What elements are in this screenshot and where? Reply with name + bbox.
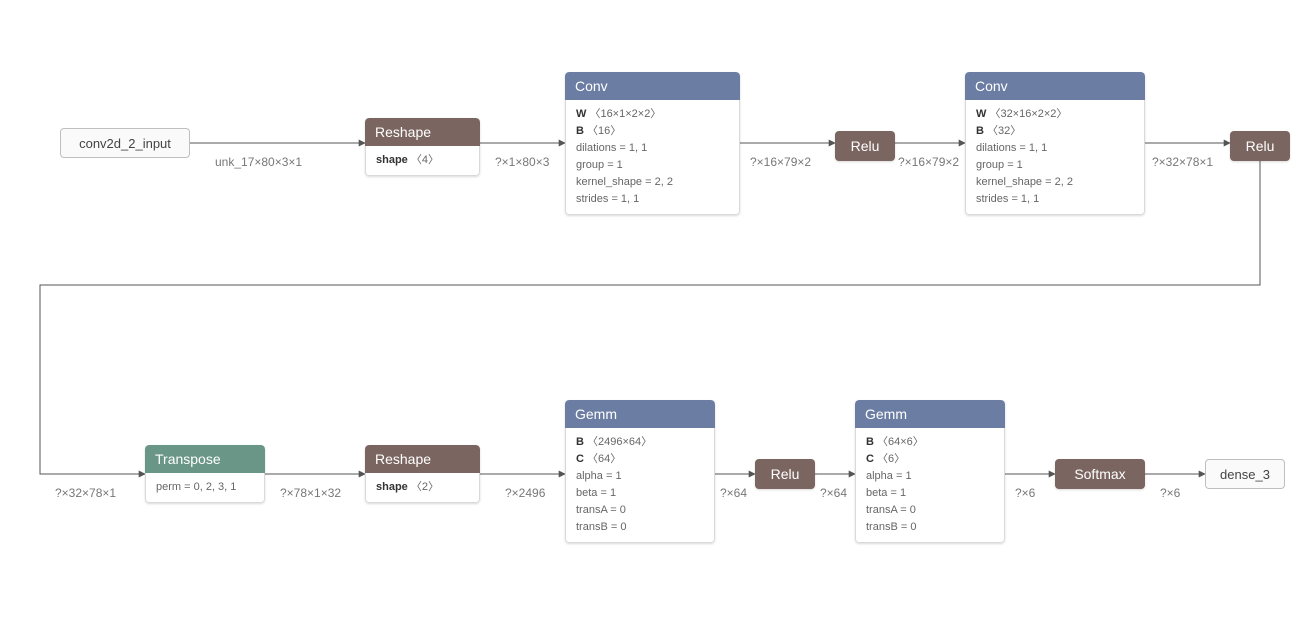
node-label: dense_3 [1220, 467, 1270, 482]
node-title: Reshape [365, 118, 480, 146]
node-body-line: W 〈32×16×2×2〉 [976, 106, 1134, 123]
node-body-line: B 〈64×6〉 [866, 434, 994, 451]
node-body-line: strides = 1, 1 [976, 191, 1134, 208]
node-title: Softmax [1074, 466, 1125, 482]
node-reshape2[interactable]: Reshape shape 〈2〉 [365, 445, 480, 503]
node-body-line: transB = 0 [866, 519, 994, 536]
node-body: W 〈16×1×2×2〉B 〈16〉dilations = 1, 1group … [565, 100, 740, 215]
node-title: Conv [965, 72, 1145, 100]
node-body-line: beta = 1 [866, 485, 994, 502]
edge-label-6: ?×78×1×32 [280, 486, 341, 500]
node-body-line: B 〈2496×64〉 [576, 434, 704, 451]
node-gemm2[interactable]: GemmB 〈64×6〉C 〈6〉alpha = 1beta = 1transA… [855, 400, 1005, 543]
node-body: shape 〈2〉 [365, 473, 480, 503]
node-body-line: transB = 0 [576, 519, 704, 536]
node-body: W 〈32×16×2×2〉B 〈32〉dilations = 1, 1group… [965, 100, 1145, 215]
node-body-line: alpha = 1 [576, 468, 704, 485]
node-title: Reshape [365, 445, 480, 473]
node-body-line: group = 1 [576, 157, 729, 174]
node-body: shape 〈4〉 [365, 146, 480, 176]
node-body-line: B 〈32〉 [976, 123, 1134, 140]
node-body-line: kernel_shape = 2, 2 [576, 174, 729, 191]
node-output[interactable]: dense_3 [1205, 459, 1285, 489]
edge-label-10: ?×6 [1015, 486, 1035, 500]
node-softmax[interactable]: Softmax [1055, 459, 1145, 489]
node-body-line: C 〈64〉 [576, 451, 704, 468]
edge-label-9: ?×64 [820, 486, 847, 500]
edge-label-3: ?×16×79×2 [898, 155, 959, 169]
edge-label-1: ?×1×80×3 [495, 155, 549, 169]
node-body-line: dilations = 1, 1 [576, 140, 729, 157]
node-body-line: shape 〈2〉 [376, 479, 469, 496]
node-relu3[interactable]: Relu [755, 459, 815, 489]
node-body: perm = 0, 2, 3, 1 [145, 473, 265, 503]
node-relu2[interactable]: Relu [1230, 131, 1290, 161]
edge-label-4: ?×32×78×1 [1152, 155, 1213, 169]
graph-canvas: conv2d_2_inputReshapeshape 〈4〉ConvW 〈16×… [0, 0, 1304, 626]
node-body-line: perm = 0, 2, 3, 1 [156, 479, 254, 496]
edge-label-7: ?×2496 [505, 486, 545, 500]
node-body-line: group = 1 [976, 157, 1134, 174]
node-body: B 〈2496×64〉C 〈64〉alpha = 1beta = 1transA… [565, 428, 715, 543]
node-body-line: B 〈16〉 [576, 123, 729, 140]
node-body-line: transA = 0 [576, 502, 704, 519]
node-title: Relu [1246, 138, 1275, 154]
node-body-line: dilations = 1, 1 [976, 140, 1134, 157]
node-body-line: strides = 1, 1 [576, 191, 729, 208]
edge-label-5: ?×32×78×1 [55, 486, 116, 500]
node-title: Gemm [565, 400, 715, 428]
edge-label-11: ?×6 [1160, 486, 1180, 500]
node-body: B 〈64×6〉C 〈6〉alpha = 1beta = 1transA = 0… [855, 428, 1005, 543]
node-title: Transpose [145, 445, 265, 473]
node-relu1[interactable]: Relu [835, 131, 895, 161]
node-title: Conv [565, 72, 740, 100]
node-reshape1[interactable]: Reshape shape 〈4〉 [365, 118, 480, 176]
node-label: conv2d_2_input [79, 136, 171, 151]
node-title: Relu [851, 138, 880, 154]
node-title: Relu [771, 466, 800, 482]
node-body-line: C 〈6〉 [866, 451, 994, 468]
node-transpose[interactable]: Transpose perm = 0, 2, 3, 1 [145, 445, 265, 503]
node-body-line: kernel_shape = 2, 2 [976, 174, 1134, 191]
node-body-line: beta = 1 [576, 485, 704, 502]
node-input[interactable]: conv2d_2_input [60, 128, 190, 158]
node-body-line: shape 〈4〉 [376, 152, 469, 169]
node-body-line: transA = 0 [866, 502, 994, 519]
edge-label-0: unk_17×80×3×1 [215, 155, 302, 169]
node-body-line: W 〈16×1×2×2〉 [576, 106, 729, 123]
node-title: Gemm [855, 400, 1005, 428]
node-conv1[interactable]: ConvW 〈16×1×2×2〉B 〈16〉dilations = 1, 1gr… [565, 72, 740, 215]
node-conv2[interactable]: ConvW 〈32×16×2×2〉B 〈32〉dilations = 1, 1g… [965, 72, 1145, 215]
edge-label-8: ?×64 [720, 486, 747, 500]
node-gemm1[interactable]: GemmB 〈2496×64〉C 〈64〉alpha = 1beta = 1tr… [565, 400, 715, 543]
edge-label-2: ?×16×79×2 [750, 155, 811, 169]
node-body-line: alpha = 1 [866, 468, 994, 485]
